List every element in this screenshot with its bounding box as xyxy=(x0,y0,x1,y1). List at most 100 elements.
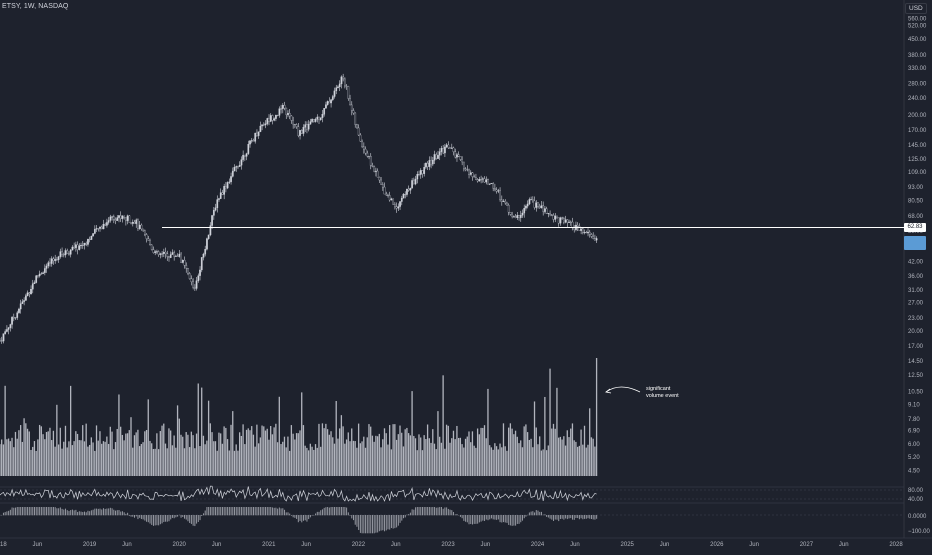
macd-bar xyxy=(224,507,225,515)
macd-bar xyxy=(460,515,461,517)
volume-bar xyxy=(3,444,4,476)
macd-bar xyxy=(520,515,521,522)
macd-bar xyxy=(120,512,121,516)
candle-body xyxy=(346,86,347,87)
macd-bar xyxy=(212,507,213,515)
macd-bar xyxy=(55,507,56,515)
time-axis-label: 2025 xyxy=(621,542,635,548)
volume-bar xyxy=(282,442,283,476)
macd-bar xyxy=(450,510,451,516)
macd-bar xyxy=(46,507,47,515)
candle-body xyxy=(506,203,507,205)
candle-body xyxy=(384,187,385,194)
macd-bar xyxy=(196,515,197,524)
volume-bar xyxy=(310,444,311,476)
macd-bar xyxy=(94,509,95,516)
volume-bar xyxy=(356,448,357,476)
candle-body xyxy=(286,108,287,115)
candle-body xyxy=(205,249,206,254)
volume-bar xyxy=(351,428,352,476)
macd-bar xyxy=(558,515,559,521)
candle-body xyxy=(223,186,224,194)
macd-bar xyxy=(337,507,338,515)
macd-bar xyxy=(270,507,271,515)
volume-bar xyxy=(327,429,328,476)
macd-bar xyxy=(563,515,564,520)
macd-bar xyxy=(427,507,428,515)
candle-body xyxy=(130,223,131,224)
candle-body xyxy=(168,257,169,258)
macd-bar xyxy=(125,514,126,515)
volume-bar xyxy=(218,433,219,476)
volume-bar xyxy=(151,443,152,476)
time-axis-label: Jun xyxy=(570,542,580,548)
candle-body xyxy=(425,163,426,167)
volume-bar xyxy=(479,434,480,476)
time-axis-label: 2019 xyxy=(83,542,97,548)
candle-body xyxy=(41,274,42,275)
symbol-title[interactable]: ETSY, 1W, NASDAQ xyxy=(2,3,68,10)
volume-annotation[interactable]: significant volume event xyxy=(646,386,706,399)
candle-body xyxy=(305,125,306,128)
candle-body xyxy=(556,216,557,218)
candle-body xyxy=(215,208,216,210)
volume-bar xyxy=(203,436,204,476)
candle-body xyxy=(592,236,593,238)
volume-bar xyxy=(117,429,118,476)
volume-bar xyxy=(498,449,499,476)
candle-body xyxy=(591,234,592,236)
candle-body xyxy=(32,284,33,289)
candle-body xyxy=(217,200,218,208)
candle-body xyxy=(289,113,290,116)
macd-bar xyxy=(277,509,278,516)
volume-bar xyxy=(441,443,442,476)
candle-body xyxy=(256,133,257,136)
candle-body xyxy=(434,154,435,160)
macd-axis-label: −100.00 xyxy=(908,529,931,535)
volume-bar xyxy=(54,447,55,476)
candle-body xyxy=(144,230,145,234)
macd-bar xyxy=(579,515,580,519)
candle-body xyxy=(141,225,142,229)
volume-bar xyxy=(255,447,256,476)
candle-body xyxy=(548,213,549,214)
currency-badge[interactable]: USD xyxy=(905,3,927,14)
volume-bar xyxy=(6,439,7,476)
volume-bar xyxy=(48,431,49,476)
time-axis[interactable]: 2018Jun2019Jun2020Jun2021Jun2022Jun2023J… xyxy=(0,542,903,548)
candle-body xyxy=(242,155,243,160)
candle-body xyxy=(108,220,109,222)
macd-bar xyxy=(396,515,397,527)
candle-body xyxy=(15,318,16,319)
macd-bar xyxy=(286,512,287,515)
volume-bar xyxy=(13,447,14,476)
volume-bar xyxy=(18,430,19,476)
candle-body xyxy=(372,165,373,166)
volume-bar xyxy=(453,431,454,476)
candle-body xyxy=(534,201,535,208)
candle-body xyxy=(318,117,319,120)
candle-body xyxy=(267,118,268,123)
volume-bar xyxy=(125,434,126,476)
candle-body xyxy=(36,276,37,283)
volume-bar xyxy=(158,449,159,476)
price-axis-label: 6.00 xyxy=(908,442,920,448)
candle-body xyxy=(123,216,124,218)
price-axis-label: 17.00 xyxy=(908,344,924,350)
candle-body xyxy=(4,332,5,334)
volume-bar xyxy=(56,405,57,476)
macd-bar xyxy=(531,512,532,516)
macd-bar xyxy=(267,507,268,515)
macd-bar xyxy=(510,515,511,525)
volume-bar xyxy=(477,428,478,476)
candle-body xyxy=(255,133,256,141)
volume-bar xyxy=(94,451,95,476)
macd-bar xyxy=(12,507,13,515)
macd-bar xyxy=(274,508,275,515)
candle-body xyxy=(451,148,452,149)
macd-bar xyxy=(141,515,142,519)
macd-axis[interactable]: 0.0000−100.00 xyxy=(908,514,931,535)
